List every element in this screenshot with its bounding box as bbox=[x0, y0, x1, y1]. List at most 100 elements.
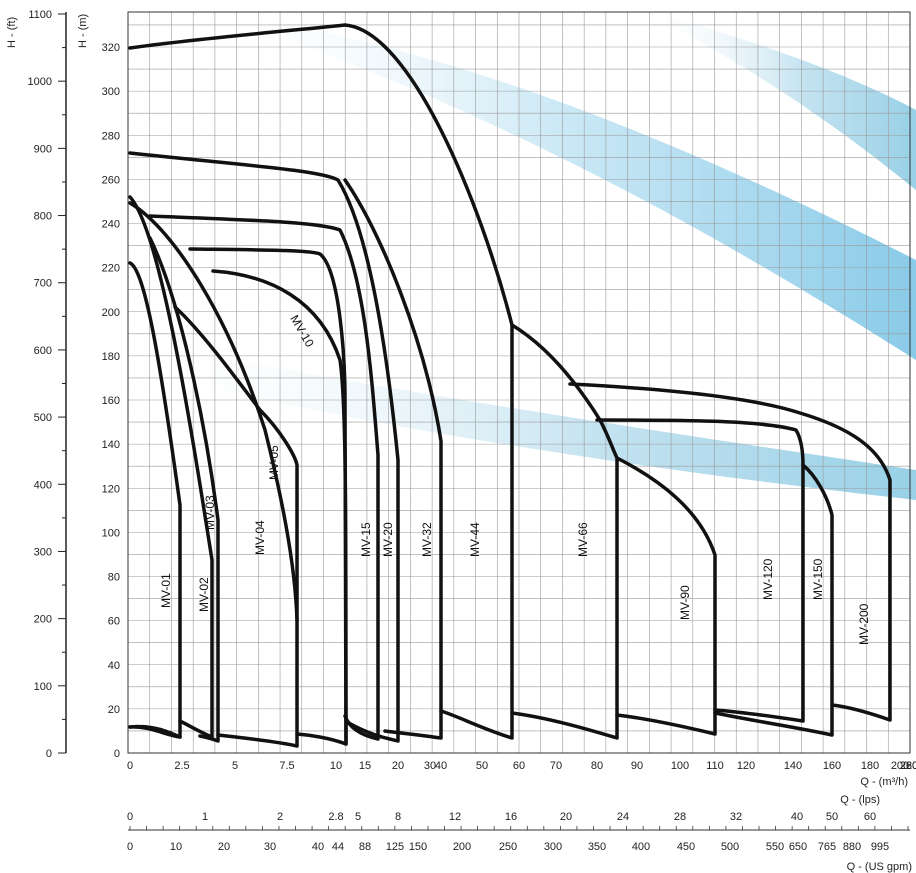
m3h-tick-label: 200 bbox=[891, 760, 909, 772]
m3h-tick-label: 140 bbox=[784, 760, 802, 772]
lps-tick-label: 5 bbox=[355, 811, 361, 823]
lps-axis-label: Q - (lps) bbox=[840, 794, 880, 806]
m3h-tick-label: 160 bbox=[823, 760, 841, 772]
lps-tick-label: 8 bbox=[395, 811, 401, 823]
lps-tick-label: 12 bbox=[449, 811, 461, 823]
lps-axis: 0 1 2 2.8 5 8 12 16 20 24 28 32 40 50 60 bbox=[127, 811, 910, 831]
feet-tick-label: 500 bbox=[34, 412, 52, 424]
meter-tick-label: 120 bbox=[102, 483, 120, 495]
lps-tick-label: 28 bbox=[674, 811, 686, 823]
meter-tick-label: 100 bbox=[102, 527, 120, 539]
m3h-tick-label: 80 bbox=[591, 760, 603, 772]
usgpm-tick-label: 500 bbox=[721, 841, 739, 853]
feet-axis-label: H - (ft) bbox=[6, 17, 18, 48]
feet-tick-label: 100 bbox=[34, 681, 52, 693]
curve-mv-200 bbox=[615, 456, 717, 736]
plot-frame bbox=[127, 11, 911, 754]
label-mv-05: MV-05 bbox=[267, 445, 281, 480]
curve-mv-120 bbox=[595, 418, 805, 723]
lps-tick-label: 32 bbox=[730, 811, 742, 823]
lps-tick-label: 40 bbox=[791, 811, 803, 823]
label-mv-150: MV-150 bbox=[811, 558, 825, 600]
curve-mv-01-lower bbox=[128, 724, 182, 739]
feet-tick-label: 900 bbox=[34, 143, 52, 155]
m3h-tick-label: 10 bbox=[330, 760, 342, 772]
label-mv-10: MV-10 bbox=[287, 313, 317, 350]
label-mv-04: MV-04 bbox=[253, 520, 267, 555]
meter-tick-label: 240 bbox=[102, 219, 120, 231]
grid bbox=[128, 12, 910, 753]
meter-tick-label: 20 bbox=[108, 704, 120, 716]
label-mv-120: MV-120 bbox=[761, 558, 775, 600]
curve-mv-150 bbox=[713, 463, 834, 737]
usgpm-tick-label: 650 bbox=[789, 841, 807, 853]
usgpm-tick-label: 450 bbox=[677, 841, 695, 853]
lps-tick-label: 16 bbox=[505, 811, 517, 823]
curve-mv-01 bbox=[128, 261, 182, 739]
curve-mv-20 bbox=[128, 151, 400, 743]
label-mv-200: MV-200 bbox=[857, 603, 871, 645]
m3h-tick-label: 50 bbox=[476, 760, 488, 772]
m3h-tick-label: 40 bbox=[435, 760, 447, 772]
curve-mv-04 bbox=[128, 201, 299, 748]
m3h-tick-label: 60 bbox=[513, 760, 525, 772]
feet-tick-label: 300 bbox=[34, 546, 52, 558]
usgpm-tick-label: 550 bbox=[766, 841, 784, 853]
m3h-tick-label: 30 bbox=[424, 760, 436, 772]
usgpm-tick-label: 10 bbox=[170, 841, 182, 853]
usgpm-tick-label: 40 bbox=[312, 841, 324, 853]
feet-tick-label: 600 bbox=[34, 345, 52, 357]
meter-tick-label: 160 bbox=[102, 395, 120, 407]
meter-tick-label: 320 bbox=[102, 42, 120, 54]
meter-axis: 0 20 40 60 80 100 120 140 160 180 200 220 240 260 280 3… bbox=[102, 42, 120, 760]
background-swooshes bbox=[130, 10, 916, 500]
meter-tick-label: 40 bbox=[108, 660, 120, 672]
usgpm-tick-label: 20 bbox=[218, 841, 230, 853]
meter-tick-label: 60 bbox=[108, 616, 120, 628]
meter-tick-label: 220 bbox=[102, 263, 120, 275]
usgpm-axis-label: Q - (US gpm) bbox=[847, 861, 912, 873]
curve-mv-44 bbox=[128, 23, 514, 740]
meter-tick-label: 0 bbox=[114, 748, 120, 760]
m3h-tick-label: 100 bbox=[671, 760, 689, 772]
m3h-tick-label: 70 bbox=[550, 760, 562, 772]
lps-tick-label: 2 bbox=[277, 811, 283, 823]
meter-tick-label: 140 bbox=[102, 439, 120, 451]
label-mv-15: MV-15 bbox=[359, 522, 373, 557]
curve-mv-90 bbox=[568, 382, 892, 722]
label-mv-44: MV-44 bbox=[468, 522, 482, 557]
feet-axis: 0 100 200 300 400 500 600 700 800 900 1000 1100 bbox=[28, 9, 67, 760]
usgpm-tick-label: 30 bbox=[264, 841, 276, 853]
m3h-tick-label: 220 bbox=[900, 760, 916, 772]
usgpm-tick-label: 765 bbox=[818, 841, 836, 853]
label-mv-66: MV-66 bbox=[576, 522, 590, 557]
m3h-tick-label: 20 bbox=[392, 760, 404, 772]
m3h-tick-label: 5 bbox=[232, 760, 238, 772]
curve-mv-05 bbox=[173, 305, 299, 622]
m3h-tick-label: 0 bbox=[127, 760, 133, 772]
usgpm-axis: 0 10 20 30 40 44 88 125 150 200 250 300 350 400 450 500… bbox=[127, 841, 889, 853]
meter-tick-label: 300 bbox=[102, 86, 120, 98]
usgpm-tick-label: 350 bbox=[588, 841, 606, 853]
m3h-axis-label: Q - (m³/h) bbox=[860, 776, 908, 788]
usgpm-tick-label: 150 bbox=[409, 841, 427, 853]
lps-tick-label: 2.8 bbox=[328, 811, 343, 823]
feet-tick-label: 0 bbox=[46, 748, 52, 760]
label-mv-01: MV-01 bbox=[159, 573, 173, 608]
m3h-tick-label: 260 bbox=[900, 760, 916, 772]
label-mv-90: MV-90 bbox=[678, 585, 692, 620]
feet-tick-label: 800 bbox=[34, 211, 52, 223]
lps-tick-label: 0 bbox=[127, 811, 133, 823]
label-mv-03: MV-03 bbox=[203, 495, 217, 530]
usgpm-tick-label: 44 bbox=[332, 841, 344, 853]
lps-tick-label: 60 bbox=[864, 811, 876, 823]
usgpm-tick-label: 250 bbox=[499, 841, 517, 853]
m3h-tick-label: 90 bbox=[631, 760, 643, 772]
usgpm-tick-label: 125 bbox=[386, 841, 404, 853]
m3h-tick-label: 180 bbox=[861, 760, 879, 772]
usgpm-tick-label: 300 bbox=[544, 841, 562, 853]
lps-tick-label: 1 bbox=[202, 811, 208, 823]
feet-tick-label: 700 bbox=[34, 278, 52, 290]
feet-tick-label: 1000 bbox=[28, 76, 52, 88]
